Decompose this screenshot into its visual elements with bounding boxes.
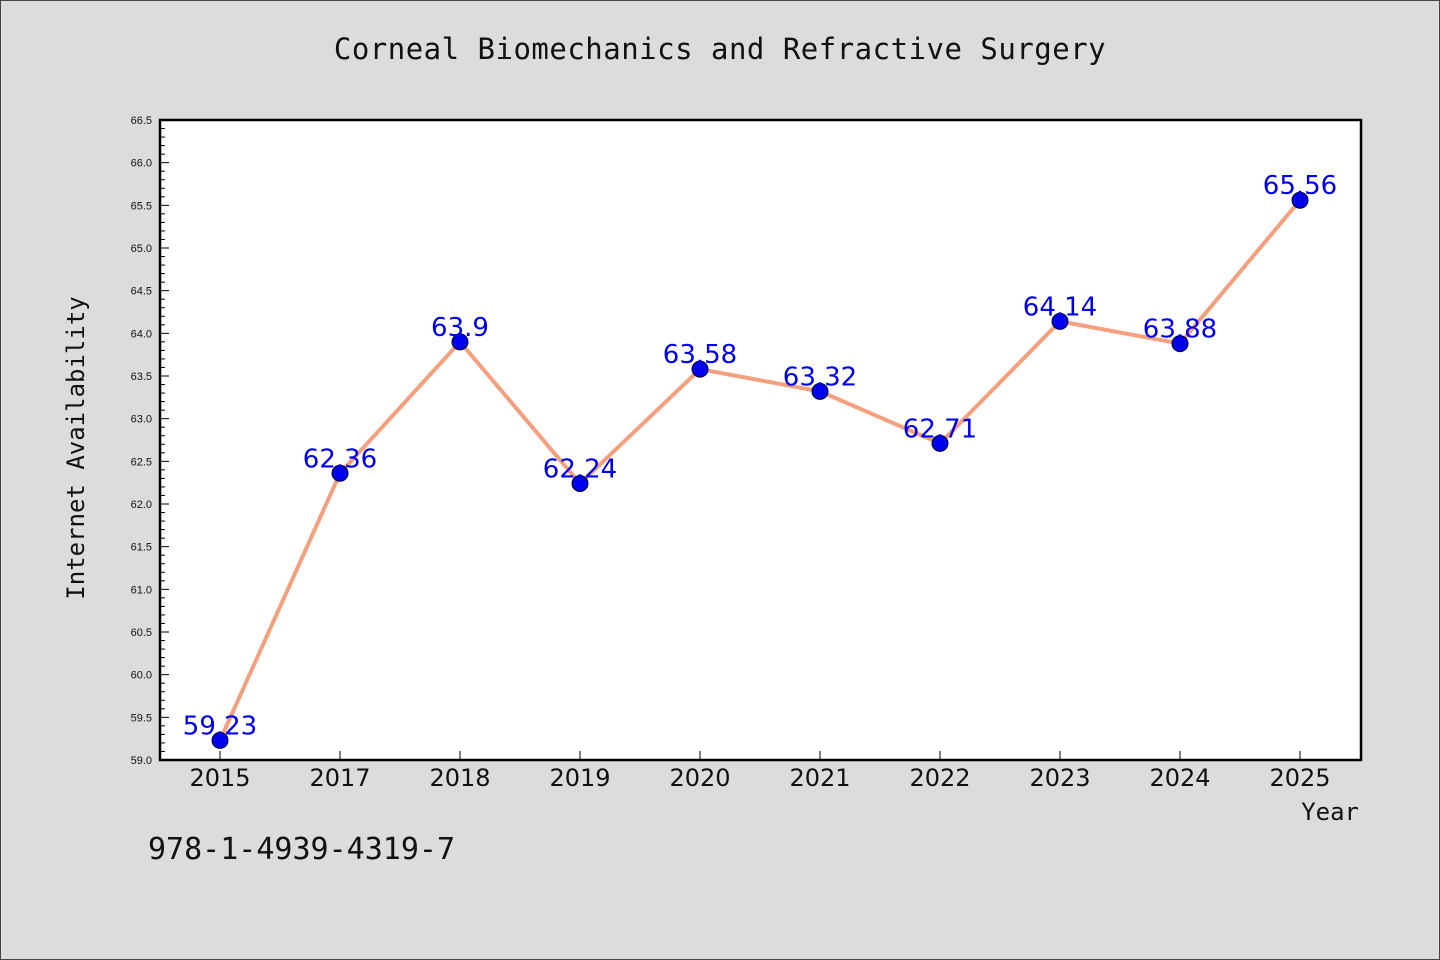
data-label: 63.88 <box>1143 315 1217 345</box>
y-tick-label: 64.5 <box>131 286 152 298</box>
y-axis-ticks: 59.0 59.5 60.0 60.5 61.0 61.5 62.0 62.5 63.0 63.5… <box>131 115 169 767</box>
data-label: 63.58 <box>663 340 737 370</box>
y-tick-label: 59.5 <box>131 712 152 724</box>
data-label: 62.36 <box>303 444 377 474</box>
y-tick-label: 59.0 <box>131 755 152 767</box>
data-point <box>331 464 349 482</box>
y-axis-label: Internet Availability <box>62 296 90 599</box>
x-tick-label: 2023 <box>1029 764 1090 792</box>
y-tick-label: 63.0 <box>131 414 152 426</box>
isbn-text: 978-1-4939-4319-7 <box>148 832 456 867</box>
x-tick-label: 2020 <box>669 764 730 792</box>
x-axis-label: Year <box>1301 798 1359 826</box>
y-tick-label: 62.5 <box>131 456 152 468</box>
series-group: 59.23 62.36 63.9 62.24 63.58 63.32 62.71 64.14 6… <box>183 171 1337 749</box>
y-tick-label: 61.5 <box>131 542 152 554</box>
x-tick-label: 2017 <box>309 764 370 792</box>
data-label: 59.23 <box>183 711 257 741</box>
data-point <box>691 360 709 378</box>
data-label: 65.56 <box>1263 171 1337 201</box>
data-label: 62.24 <box>543 455 617 485</box>
chart-title: Corneal Biomechanics and Refractive Surg… <box>333 32 1107 66</box>
x-tick-label: 2021 <box>789 764 850 792</box>
series-line <box>218 198 1302 742</box>
data-point <box>1171 335 1189 353</box>
y-tick-label: 63.5 <box>131 371 152 383</box>
data-label: 63.32 <box>783 362 857 392</box>
x-tick-label: 2022 <box>909 764 970 792</box>
y-tick-label: 60.0 <box>131 670 152 682</box>
data-point <box>451 333 469 351</box>
x-tick-label: 2019 <box>549 764 610 792</box>
x-tick-label: 2015 <box>189 764 250 792</box>
data-point <box>1291 191 1309 209</box>
data-point <box>1051 312 1069 330</box>
data-point <box>571 475 589 493</box>
data-label: 62.71 <box>903 414 977 444</box>
y-tick-label: 62.0 <box>131 499 152 511</box>
data-point <box>811 382 829 400</box>
y-tick-label: 64.0 <box>131 328 152 340</box>
x-axis-ticks: 2015 2017 2018 2019 2020 2021 2022 2023 2024 2025 <box>189 751 1331 792</box>
data-label: 63.9 <box>431 313 489 343</box>
y-tick-label: 60.5 <box>131 627 152 639</box>
x-tick-label: 2024 <box>1149 764 1210 792</box>
data-point <box>211 731 229 749</box>
y-tick-label: 66.5 <box>131 115 152 127</box>
y-tick-label: 66.0 <box>131 158 152 170</box>
plot-area <box>158 118 1363 762</box>
data-label: 64.14 <box>1023 292 1097 322</box>
y-tick-label: 65.5 <box>131 200 152 212</box>
y-tick-label: 65.0 <box>131 243 152 255</box>
data-point <box>931 434 949 452</box>
y-tick-label: 61.0 <box>131 584 152 596</box>
x-tick-label: 2018 <box>429 764 490 792</box>
x-tick-label: 2025 <box>1269 764 1330 792</box>
